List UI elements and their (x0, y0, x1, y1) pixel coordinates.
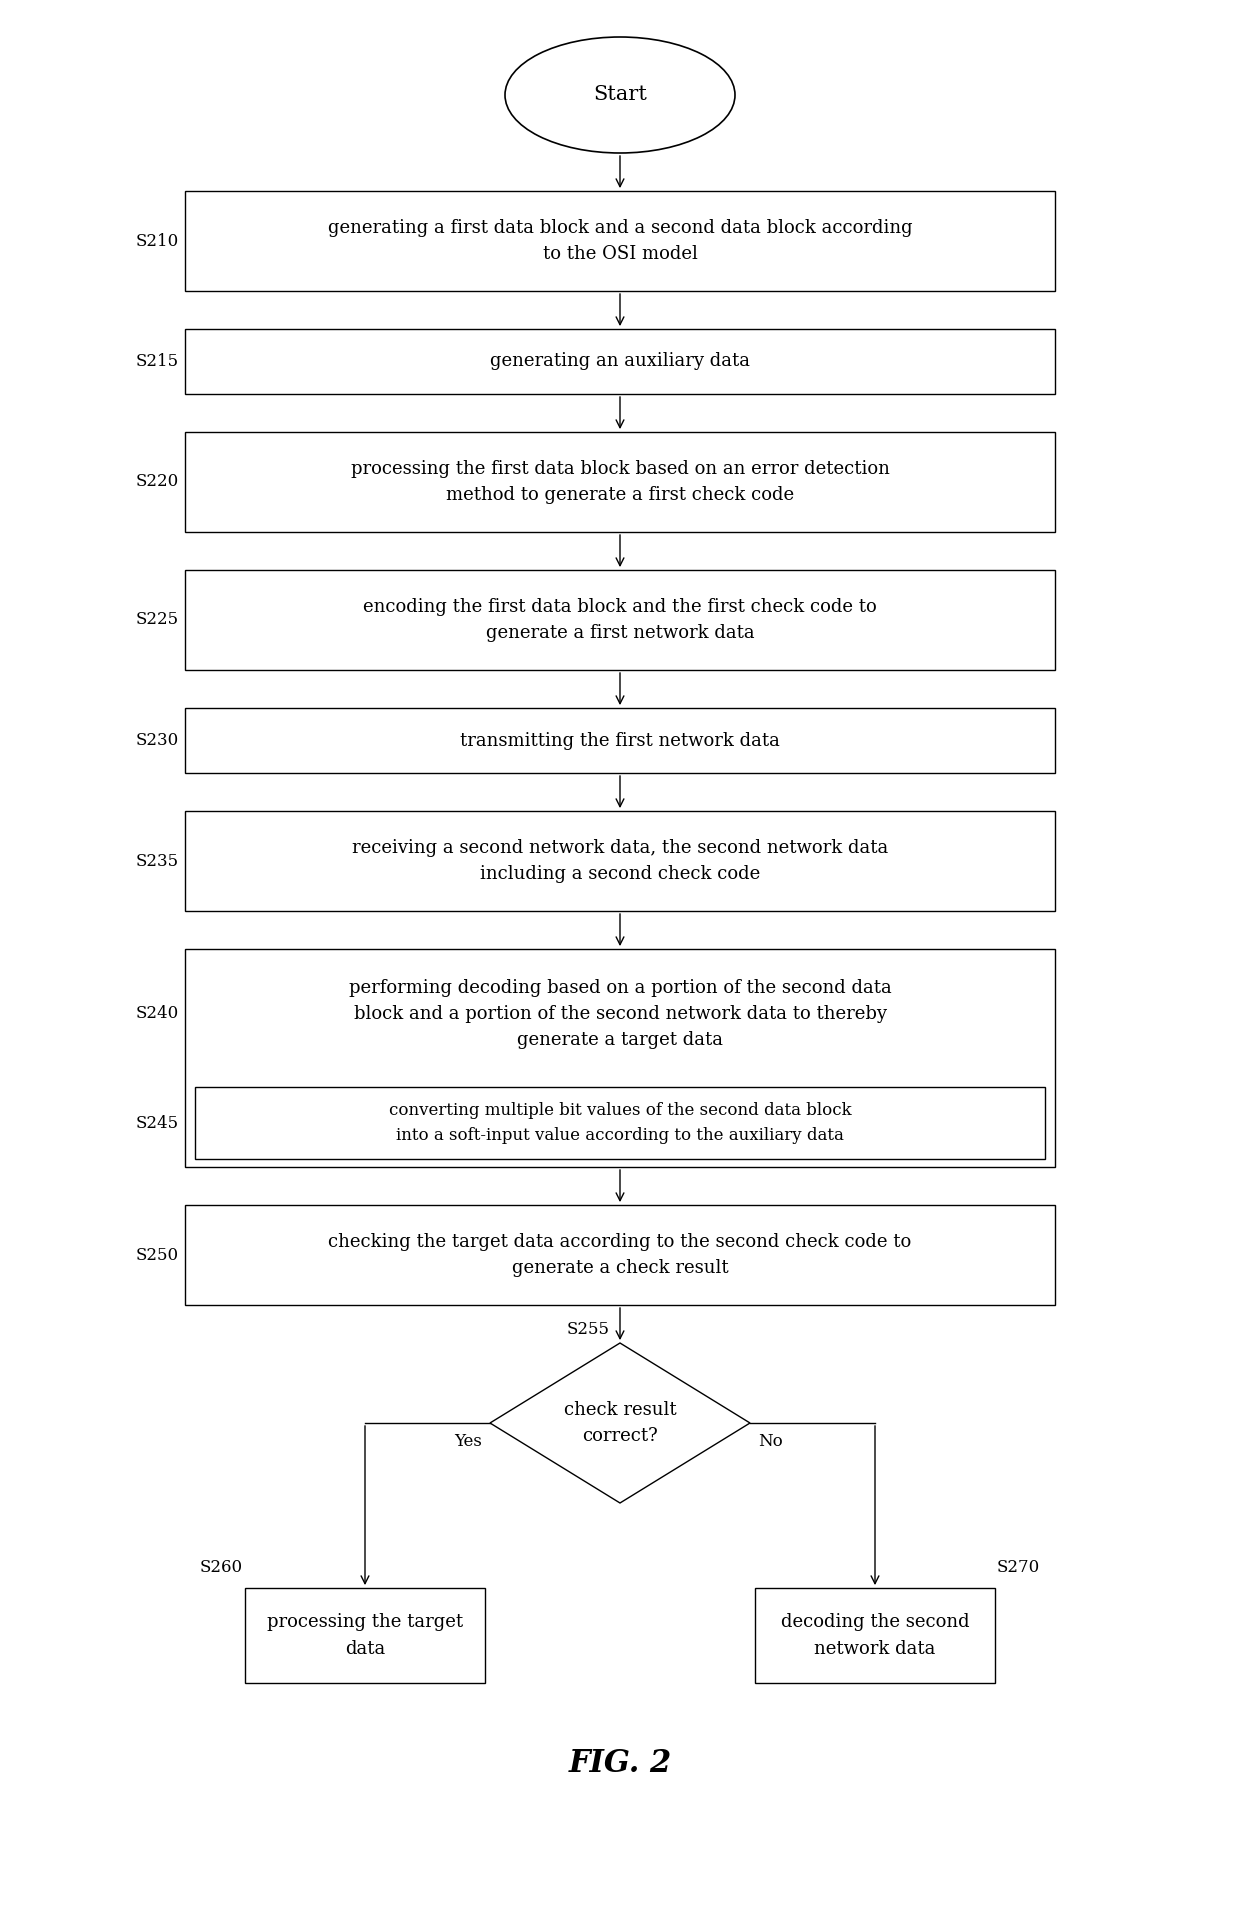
Text: S210: S210 (135, 232, 179, 249)
Text: transmitting the first network data: transmitting the first network data (460, 731, 780, 749)
Text: S255: S255 (567, 1320, 610, 1337)
Text: S230: S230 (135, 731, 179, 749)
Text: performing decoding based on a portion of the second data
block and a portion of: performing decoding based on a portion o… (348, 979, 892, 1050)
FancyBboxPatch shape (185, 569, 1055, 670)
FancyBboxPatch shape (185, 191, 1055, 291)
Text: receiving a second network data, the second network data
including a second chec: receiving a second network data, the sec… (352, 840, 888, 884)
FancyBboxPatch shape (185, 811, 1055, 911)
Text: converting multiple bit values of the second data block
into a soft-input value : converting multiple bit values of the se… (388, 1102, 852, 1144)
Text: S240: S240 (135, 1006, 179, 1023)
Text: processing the target
data: processing the target data (267, 1613, 463, 1658)
FancyBboxPatch shape (185, 1204, 1055, 1305)
Text: FIG. 2: FIG. 2 (568, 1747, 672, 1779)
FancyBboxPatch shape (185, 432, 1055, 533)
Text: S225: S225 (136, 612, 179, 629)
Text: S245: S245 (136, 1114, 179, 1131)
Text: S260: S260 (200, 1559, 243, 1577)
FancyBboxPatch shape (195, 1087, 1045, 1160)
FancyBboxPatch shape (246, 1588, 485, 1683)
Text: S215: S215 (136, 353, 179, 371)
FancyBboxPatch shape (185, 708, 1055, 774)
Text: S250: S250 (136, 1247, 179, 1264)
Text: decoding the second
network data: decoding the second network data (781, 1613, 970, 1658)
Text: generating a first data block and a second data block according
to the OSI model: generating a first data block and a seco… (327, 218, 913, 262)
FancyBboxPatch shape (755, 1588, 994, 1683)
FancyBboxPatch shape (185, 950, 1055, 1168)
Polygon shape (490, 1343, 750, 1503)
Text: encoding the first data block and the first check code to
generate a first netwo: encoding the first data block and the fi… (363, 598, 877, 643)
Text: Start: Start (593, 85, 647, 104)
Text: S270: S270 (997, 1559, 1040, 1577)
Text: No: No (758, 1432, 782, 1449)
Text: Yes: Yes (454, 1432, 482, 1449)
Text: S220: S220 (135, 473, 179, 490)
Text: generating an auxiliary data: generating an auxiliary data (490, 353, 750, 371)
Ellipse shape (505, 37, 735, 152)
Text: checking the target data according to the second check code to
generate a check : checking the target data according to th… (329, 1233, 911, 1278)
FancyBboxPatch shape (185, 328, 1055, 394)
Text: processing the first data block based on an error detection
method to generate a: processing the first data block based on… (351, 459, 889, 504)
Text: check result
correct?: check result correct? (564, 1401, 676, 1446)
Text: S235: S235 (136, 853, 179, 870)
